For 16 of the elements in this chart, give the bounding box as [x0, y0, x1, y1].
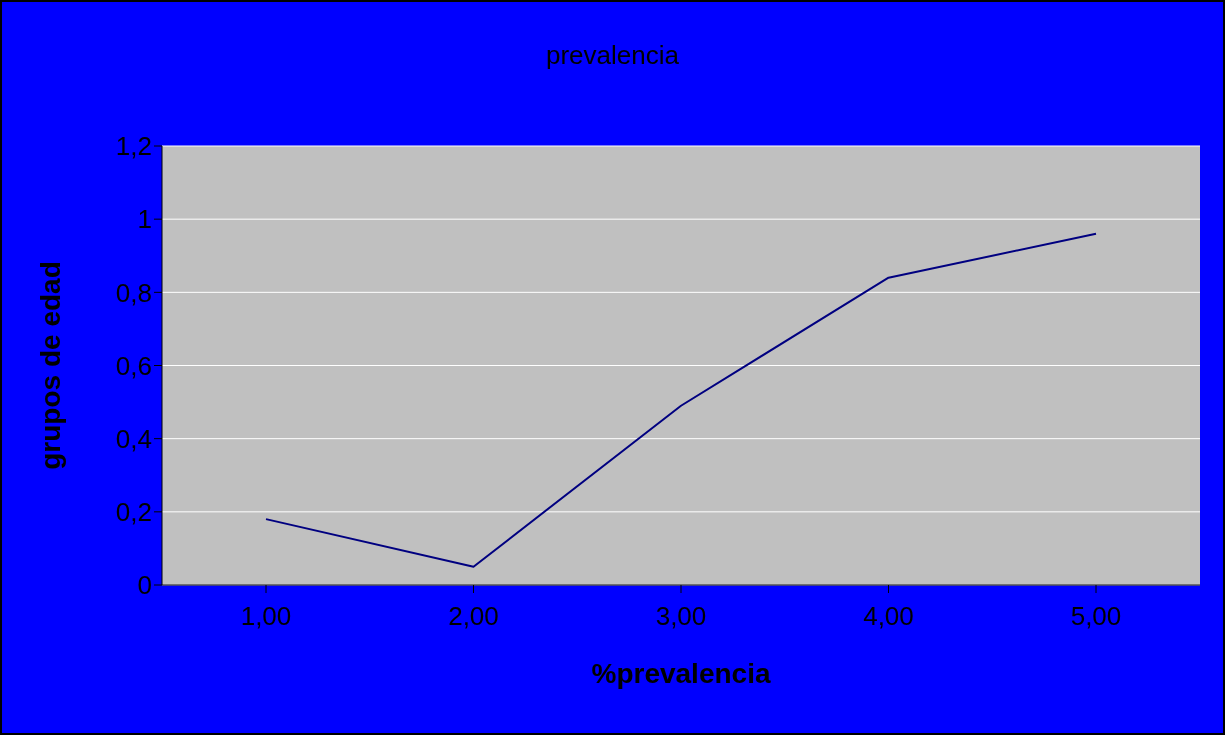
chart-title: prevalencia	[545, 40, 680, 71]
y-tick-label: 0	[137, 570, 152, 601]
x-axis-title: %prevalencia	[591, 657, 771, 689]
y-tick-label: 1	[137, 204, 152, 235]
line-series	[265, 232, 1097, 568]
y-tick-label: 0,8	[115, 277, 152, 308]
y-tick-label: 0,2	[115, 497, 152, 528]
x-tick-label: 2,00	[448, 601, 499, 632]
x-tick-label: 4,00	[863, 601, 914, 632]
y-axis-title: grupos de edad	[34, 261, 66, 470]
x-tick-label: 3,00	[655, 601, 707, 632]
x-tick-label: 1,00	[240, 601, 292, 632]
y-tick-label: 0,4	[115, 423, 152, 454]
x-tick-label: 5,00	[1070, 601, 1122, 632]
y-tick-label: 1,2	[115, 131, 152, 162]
y-tick-label: 0,6	[115, 350, 152, 381]
